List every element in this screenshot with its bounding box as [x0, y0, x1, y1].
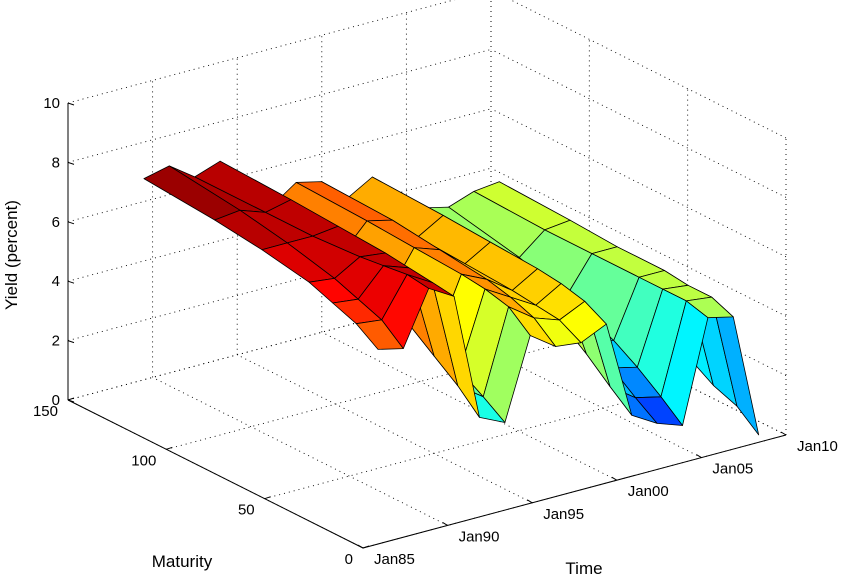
z-tick: [67, 399, 75, 403]
maturity-tick-label: 0: [345, 551, 353, 568]
maturity-tick: [362, 545, 370, 549]
z-tick-label: 0: [52, 392, 60, 409]
gridline-side-wall-z: [490, 167, 787, 317]
time-tick-label: Jan10: [797, 438, 838, 455]
time-axis-line: [362, 434, 787, 549]
time-tick: [526, 499, 533, 504]
z-tick-label: 4: [52, 273, 60, 290]
time-tick-label: Jan90: [459, 528, 500, 545]
z-tick: [67, 161, 75, 165]
time-tick: [442, 521, 448, 526]
time-tick-label: Jan95: [543, 506, 584, 523]
z-tick: [67, 102, 75, 106]
maturity-tick-label: 50: [238, 502, 255, 519]
z-tick-label: 8: [52, 154, 60, 171]
gridline-side-wall-z: [509, 0, 787, 139]
z-tick: [67, 340, 75, 344]
time-tick-label: Jan00: [628, 483, 669, 500]
maturity-tick: [166, 446, 173, 450]
z-tick-label: 6: [52, 214, 60, 231]
time-tick: [611, 476, 618, 481]
z-tick-label: 10: [43, 95, 60, 112]
surface-patch: [355, 319, 404, 350]
gridline-floor-time: [321, 331, 618, 481]
gridline-floor-maturity: [166, 335, 590, 450]
label-layer: Yield (percent) Maturity Time 0246810050…: [2, 95, 838, 578]
gridline-back-wall-z: [67, 0, 456, 104]
maturity-tick: [67, 397, 75, 401]
z-axis-title: Yield (percent): [2, 200, 21, 310]
time-tick-label: Jan05: [712, 461, 753, 478]
z-tick: [67, 221, 75, 225]
gridline-side-wall-z: [490, 48, 787, 198]
z-tick-label: 2: [52, 333, 60, 350]
grid-layer: [67, 0, 787, 549]
time-tick-label: Jan85: [374, 551, 415, 568]
gridline-side-wall-z: [490, 108, 787, 258]
x-axis-title: Time: [565, 559, 602, 578]
gridline-back-wall-z: [67, 48, 492, 163]
surface-layer: [143, 160, 760, 436]
time-tick: [357, 544, 364, 549]
maturity-tick-label: 150: [33, 403, 58, 420]
maturity-tick: [264, 496, 271, 500]
gridline-floor-time: [236, 354, 533, 504]
z-tick: [67, 280, 75, 284]
maturity-axis-line: [67, 399, 364, 549]
time-tick: [696, 454, 702, 459]
y-axis-title: Maturity: [152, 552, 213, 571]
maturity-tick-label: 100: [131, 452, 156, 469]
time-tick: [780, 431, 787, 436]
gridline-floor-time: [152, 376, 448, 526]
